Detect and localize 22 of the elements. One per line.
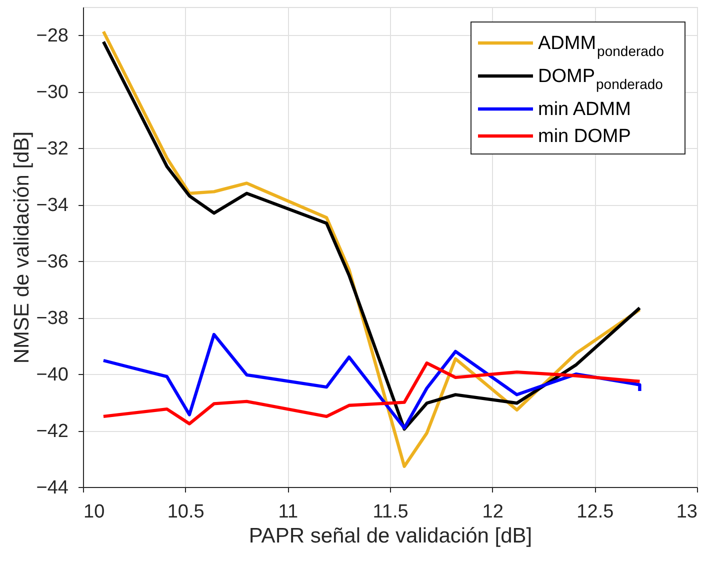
- line-series: [102, 332, 642, 430]
- line-series: [102, 361, 642, 426]
- x-tick-label: 12.5: [576, 502, 614, 522]
- x-tick-label: 12: [482, 502, 504, 522]
- x-tick-label: 10: [84, 502, 105, 522]
- x-axis-title: PAPR señal de validación [dB]: [248, 524, 532, 548]
- y-axis-title: NMSE de validación [dB]: [10, 131, 34, 364]
- y-tick-label: −44: [36, 478, 69, 498]
- y-tick-label: −40: [36, 364, 68, 386]
- y-tick-label: −28: [36, 26, 68, 47]
- y-tick-label: −32: [36, 138, 68, 160]
- y-tick-label: −34: [36, 195, 69, 216]
- legend-label: min ADMM: [538, 99, 631, 120]
- y-tick-label: −38: [36, 308, 68, 330]
- x-tick-label: 11.5: [372, 502, 408, 522]
- y-tick-label: −30: [36, 82, 68, 104]
- legend-label: min DOMP: [538, 126, 631, 147]
- y-tick-label: −36: [36, 252, 68, 273]
- x-tick-label: 13: [676, 502, 698, 522]
- x-tick-label: 11: [278, 502, 298, 522]
- x-tick-label: 10.5: [167, 502, 204, 522]
- y-tick-label: −42: [36, 421, 68, 442]
